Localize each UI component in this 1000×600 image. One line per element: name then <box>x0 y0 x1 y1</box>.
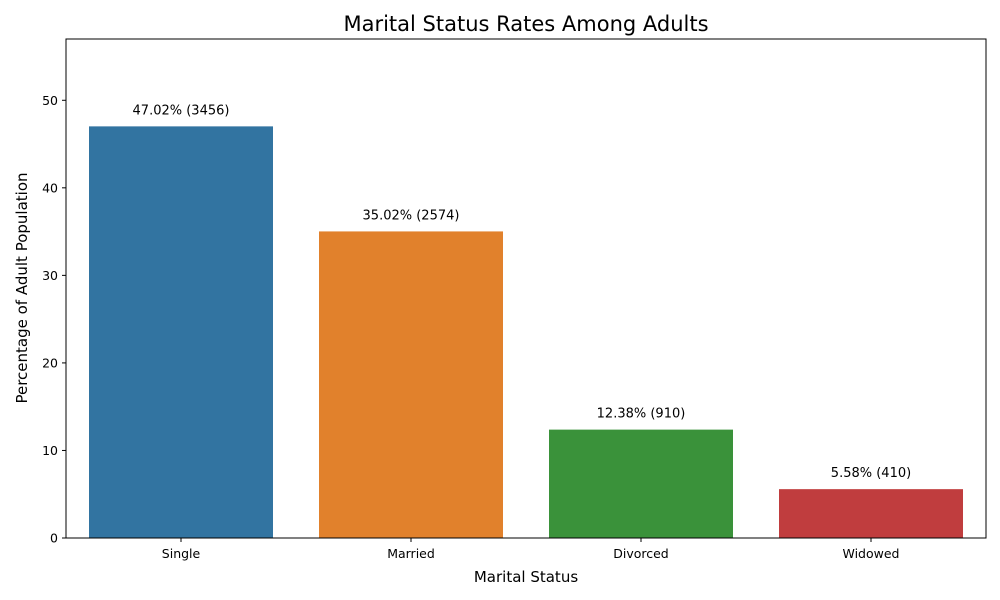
data-label-divorced: 12.38% (910) <box>597 407 686 422</box>
y-tick-label-0: 0 <box>50 531 58 546</box>
x-tick-label-married: Married <box>387 546 435 561</box>
y-tick-label-40: 40 <box>42 180 58 195</box>
data-labels-group: 47.02% (3456) 35.02% (2574) 12.38% (910) 5.… <box>133 103 912 481</box>
x-axis: Single Married Divorced Widowed <box>162 538 900 561</box>
x-tick-label-single: Single <box>162 546 201 561</box>
bar-divorced <box>549 429 733 538</box>
x-axis-label: Marital Status <box>474 568 578 586</box>
plot-frame <box>65 38 987 539</box>
bar-single <box>89 126 273 538</box>
y-tick-label-50: 50 <box>42 93 58 108</box>
x-tick-label-divorced: Divorced <box>613 546 669 561</box>
y-axis-label: Percentage of Adult Population <box>13 172 31 403</box>
bar-widowed <box>779 489 963 538</box>
y-axis: 0 10 20 30 40 50 <box>42 93 66 546</box>
bar-married <box>319 231 503 539</box>
data-label-widowed: 5.58% (410) <box>831 466 911 481</box>
x-tick-label-widowed: Widowed <box>843 546 900 561</box>
data-label-single: 47.02% (3456) <box>133 103 230 118</box>
y-tick-label-10: 10 <box>42 443 58 458</box>
data-label-married: 35.02% (2574) <box>363 208 460 223</box>
bars-group <box>89 126 963 539</box>
y-tick-label-20: 20 <box>42 355 58 370</box>
chart-title: Marital Status Rates Among Adults <box>343 12 708 36</box>
y-tick-label-30: 30 <box>42 268 58 283</box>
